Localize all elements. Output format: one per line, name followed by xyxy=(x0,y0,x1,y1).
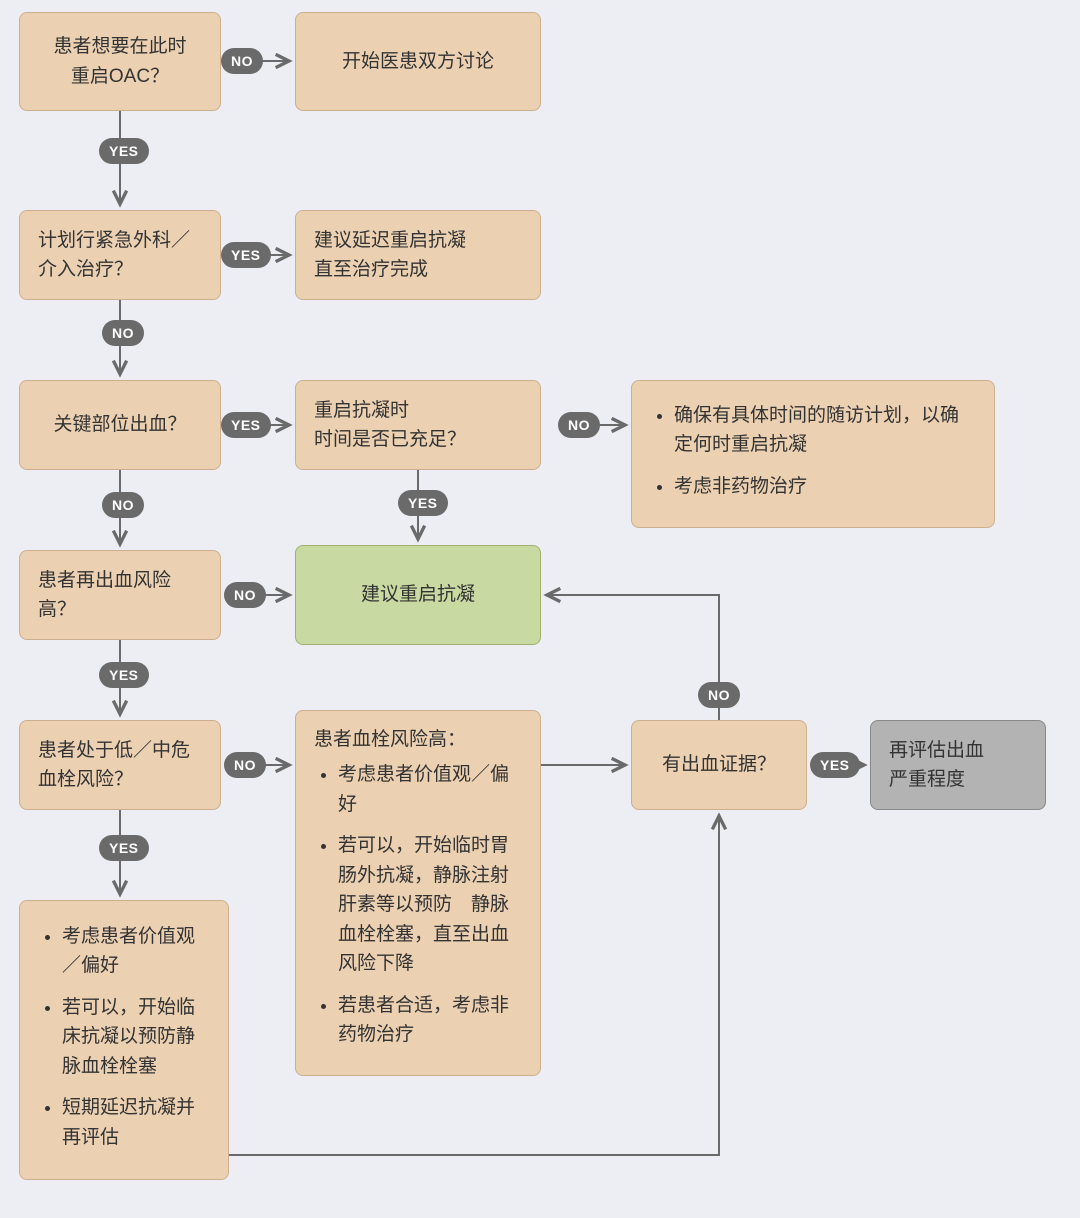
flowchart-canvas: 患者想要在此时重启OAC？ 开始医患双方讨论计划行紧急外科／介入治疗？ 建议延迟重启… xyxy=(0,0,1080,1218)
node-text-line: 时间是否已充足？ xyxy=(314,425,466,454)
label-pill-q1_yes: YES xyxy=(99,138,149,164)
node-bullet-item: 考虑患者价值观／偏好 xyxy=(338,760,522,819)
node-a1: 开始医患双方讨论 xyxy=(295,12,541,111)
node-bullet-list: 考虑患者价值观／偏好若可以，开始临床抗凝以预防静脉血栓栓塞短期延迟抗凝并再评估 xyxy=(38,922,210,1164)
node-a2: 建议延迟重启抗凝直至治疗完成 xyxy=(295,210,541,300)
label-pill-q3b_no: NO xyxy=(558,412,600,438)
label-pill-q4_yes: YES xyxy=(99,662,149,688)
node-bullet-item: 考虑患者价值观／偏好 xyxy=(62,922,210,981)
node-bullet-list: 考虑患者价值观／偏好若可以，开始临时胃肠外抗凝，静脉注射肝素等以预防 静脉血栓栓… xyxy=(314,760,522,1061)
node-bullet-item: 若患者合适，考虑非药物治疗 xyxy=(338,991,522,1050)
node-restart: 建议重启抗凝 xyxy=(295,545,541,645)
label-pill-q3_yes: YES xyxy=(221,412,271,438)
node-q5: 患者处于低／中危血栓风险？ xyxy=(19,720,221,810)
node-a3b: 确保有具体时间的随访计划，以确定何时重启抗凝考虑非药物治疗 xyxy=(631,380,995,528)
node-text-line: 直至治疗完成 xyxy=(314,255,428,284)
label-pill-q2_yes: YES xyxy=(221,242,271,268)
node-text-line: 关键部位出血？ xyxy=(53,410,186,439)
label-pill-q3_no: NO xyxy=(102,492,144,518)
label-pill-q2_no: NO xyxy=(102,320,144,346)
node-text-line: 患者想要在此时 xyxy=(53,32,186,61)
node-q3: 关键部位出血？ xyxy=(19,380,221,470)
label-pill-q4_no: NO xyxy=(224,582,266,608)
node-bullet-item: 若可以，开始临床抗凝以预防静脉血栓栓塞 xyxy=(62,993,210,1081)
node-bullet-list: 确保有具体时间的随访计划，以确定何时重启抗凝考虑非药物治疗 xyxy=(650,401,976,513)
node-q1: 患者想要在此时重启OAC？ xyxy=(19,12,221,111)
node-text-line: 血栓风险？ xyxy=(38,765,133,794)
node-text-line: 建议延迟重启抗凝 xyxy=(314,226,466,255)
node-bullet-item: 若可以，开始临时胃肠外抗凝，静脉注射肝素等以预防 静脉血栓栓塞，直至出血风险下降 xyxy=(338,831,522,978)
node-low: 考虑患者价值观／偏好若可以，开始临床抗凝以预防静脉血栓栓塞短期延迟抗凝并再评估 xyxy=(19,900,229,1180)
edge-q6-restart xyxy=(547,595,719,720)
node-text-line: 患者再出血风险高？ xyxy=(38,566,202,625)
node-q2: 计划行紧急外科／介入治疗？ xyxy=(19,210,221,300)
node-q6: 有出血证据？ xyxy=(631,720,807,810)
label-pill-q3b_yes: YES xyxy=(398,490,448,516)
label-pill-q6_no: NO xyxy=(698,682,740,708)
node-bullet-item: 确保有具体时间的随访计划，以确定何时重启抗凝 xyxy=(674,401,976,460)
node-text-line: 严重程度 xyxy=(889,765,965,794)
node-bullet-item: 短期延迟抗凝并再评估 xyxy=(62,1093,210,1152)
node-q3b: 重启抗凝时时间是否已充足？ xyxy=(295,380,541,470)
node-text-line: 重启抗凝时 xyxy=(314,396,409,425)
node-high: 患者血栓风险高： 考虑患者价值观／偏好若可以，开始临时胃肠外抗凝，静脉注射肝素等以… xyxy=(295,710,541,1076)
node-text-line: 患者处于低／中危 xyxy=(38,736,190,765)
node-text-line: 建议重启抗凝 xyxy=(361,580,475,609)
label-pill-q1_no: NO xyxy=(221,48,263,74)
node-text-line: 再评估出血 xyxy=(889,736,984,765)
node-text-line: 计划行紧急外科／ xyxy=(38,226,190,255)
node-text-line: 有出血证据？ xyxy=(662,750,776,779)
node-reeval: 再评估出血严重程度 xyxy=(870,720,1046,810)
label-pill-q5_yes: YES xyxy=(99,835,149,861)
node-text-line: 介入治疗？ xyxy=(38,255,133,284)
node-text-line: 重启OAC？ xyxy=(71,62,169,91)
node-lead: 患者血栓风险高： xyxy=(314,725,466,754)
node-text-line: 开始医患双方讨论 xyxy=(342,47,494,76)
node-q4: 患者再出血风险高？ xyxy=(19,550,221,640)
node-bullet-item: 考虑非药物治疗 xyxy=(674,472,976,501)
label-pill-q6_yes: YES xyxy=(810,752,860,778)
label-pill-q5_no: NO xyxy=(224,752,266,778)
